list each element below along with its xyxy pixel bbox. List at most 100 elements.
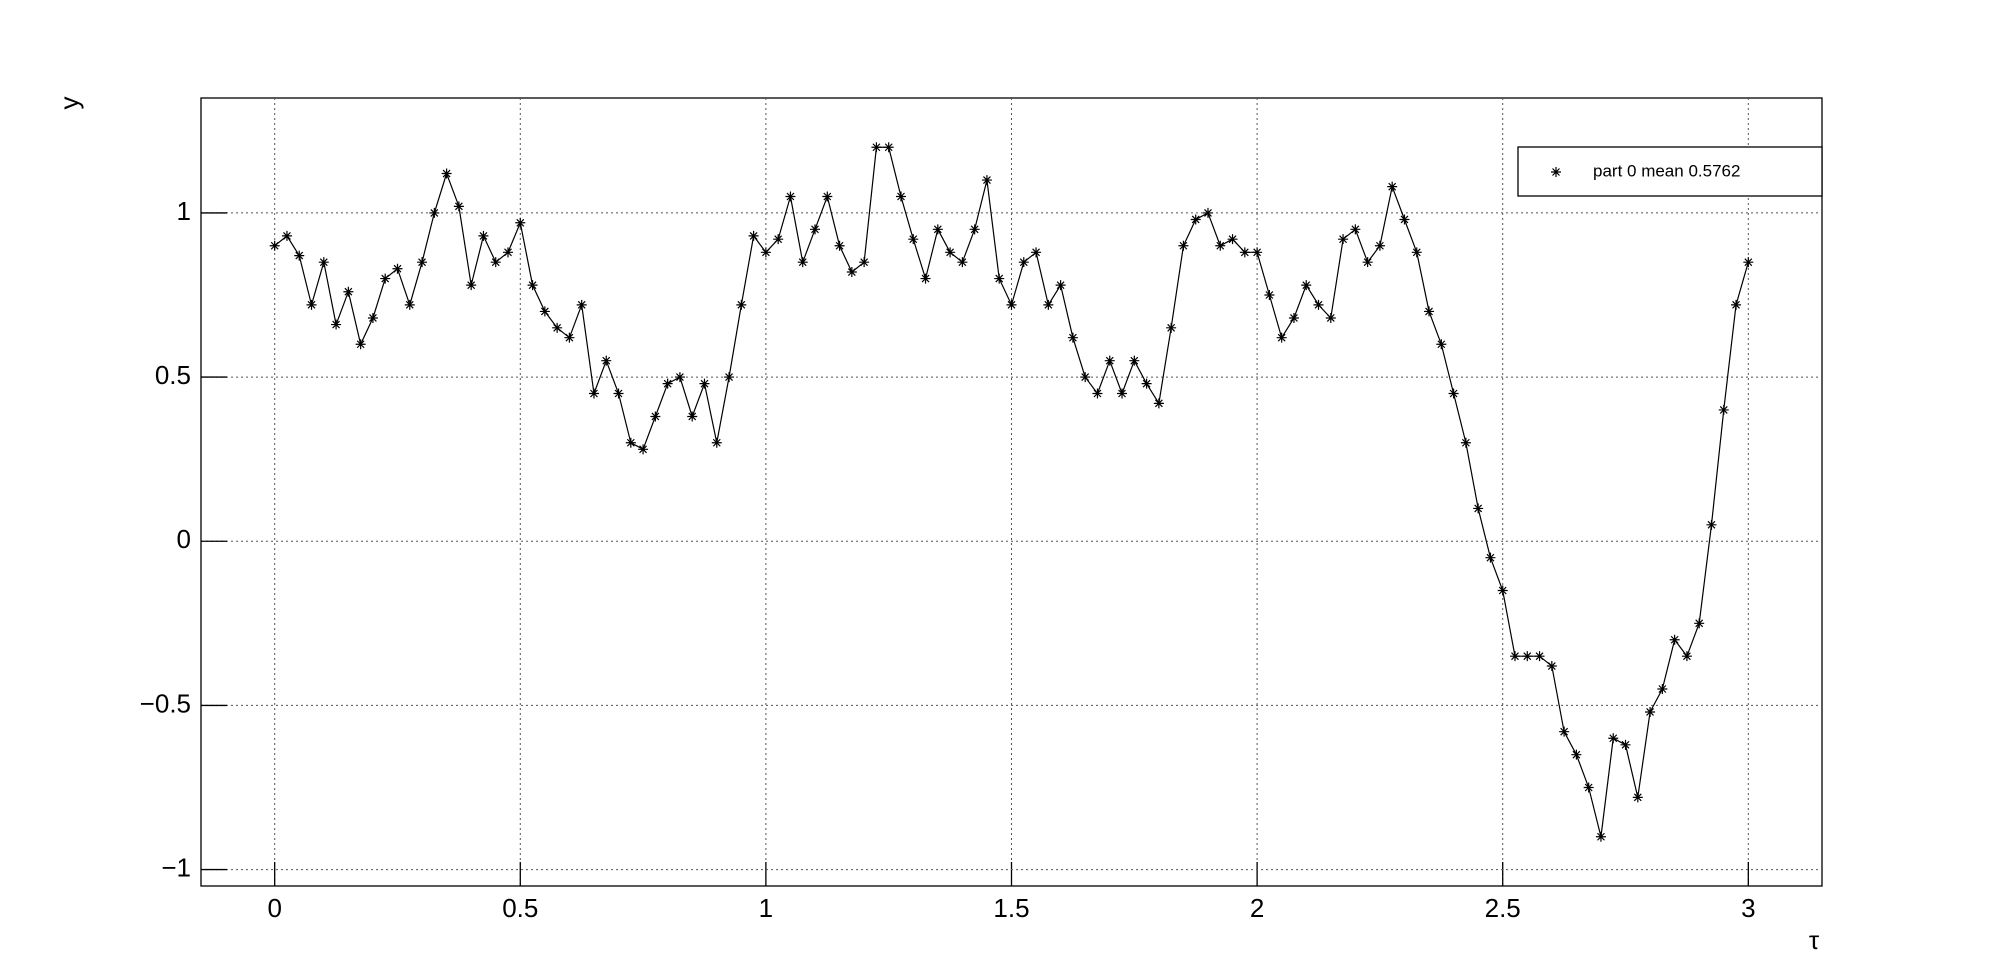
point-marker: [503, 247, 514, 258]
point-marker: [994, 273, 1005, 284]
point-marker: [1743, 257, 1754, 268]
y-tick-label: 1: [177, 196, 191, 226]
point-marker: [662, 378, 673, 389]
x-tick-label: 1: [759, 893, 773, 923]
point-marker: [1178, 240, 1189, 251]
point-marker: [281, 230, 292, 241]
point-marker: [1117, 388, 1128, 399]
point-marker: [1546, 661, 1557, 672]
point-marker: [1473, 503, 1484, 514]
x-tick-label: 1.5: [993, 893, 1029, 923]
point-marker: [1387, 181, 1398, 192]
point-marker: [1288, 312, 1299, 323]
point-marker: [490, 257, 501, 268]
point-marker: [392, 263, 403, 274]
point-marker: [748, 230, 759, 241]
point-marker: [1239, 247, 1250, 258]
point-marker: [1055, 280, 1066, 291]
legend-marker: [1551, 167, 1561, 177]
point-marker: [687, 411, 698, 422]
point-marker: [638, 444, 649, 455]
point-marker: [1276, 332, 1287, 343]
point-marker: [1301, 280, 1312, 291]
point-marker: [404, 299, 415, 310]
y-tick-label: −1: [161, 852, 191, 882]
y-axis-label: y: [54, 97, 84, 110]
point-marker: [1620, 739, 1631, 750]
point-marker: [1129, 355, 1140, 366]
y-tick-label: 0.5: [155, 360, 191, 390]
point-marker: [760, 247, 771, 258]
point-marker: [1522, 651, 1533, 662]
point-marker: [920, 273, 931, 284]
point-marker: [478, 230, 489, 241]
point-marker: [1509, 651, 1520, 662]
point-marker: [699, 378, 710, 389]
point-marker: [453, 201, 464, 212]
point-marker: [367, 312, 378, 323]
point-marker: [601, 355, 612, 366]
point-marker: [441, 168, 452, 179]
x-tick-label: 0: [267, 893, 281, 923]
point-marker: [1411, 247, 1422, 258]
point-marker: [1190, 214, 1201, 225]
point-marker: [1313, 299, 1324, 310]
point-marker: [908, 234, 919, 245]
point-marker: [576, 299, 587, 310]
point-marker: [1657, 684, 1668, 694]
plot-frame: [200, 97, 1823, 887]
point-marker: [269, 240, 280, 251]
x-tick-label: 2: [1250, 893, 1264, 923]
x-axis-label: τ: [1809, 925, 1820, 955]
point-marker: [1559, 726, 1570, 737]
point-marker: [1436, 339, 1447, 350]
point-marker: [1731, 299, 1742, 310]
point-marker: [945, 247, 956, 258]
point-marker: [1595, 831, 1606, 842]
point-marker: [1534, 651, 1545, 662]
point-marker: [1202, 207, 1213, 218]
point-marker: [355, 339, 366, 350]
point-marker: [1350, 224, 1361, 235]
point-marker: [674, 372, 685, 383]
point-marker: [981, 175, 992, 186]
point-marker: [1215, 240, 1226, 251]
point-marker: [539, 306, 550, 317]
point-marker: [1362, 257, 1373, 268]
point-marker: [466, 280, 477, 291]
point-marker: [822, 191, 833, 202]
point-marker: [1092, 388, 1103, 399]
point-marker: [1252, 247, 1263, 258]
point-marker: [932, 224, 943, 235]
point-marker: [1141, 378, 1152, 389]
point-marker: [1031, 247, 1042, 258]
point-marker: [343, 286, 354, 297]
point-marker: [515, 217, 526, 228]
point-marker: [1448, 388, 1459, 399]
point-marker: [773, 234, 784, 245]
point-marker: [1374, 240, 1385, 251]
point-marker: [1325, 312, 1336, 323]
point-marker: [895, 191, 906, 202]
point-marker: [613, 388, 624, 399]
point-marker: [1497, 585, 1508, 596]
point-marker: [1571, 749, 1582, 760]
point-marker: [1608, 733, 1619, 744]
point-marker: [1264, 290, 1275, 300]
x-tick-label: 0.5: [502, 893, 538, 923]
point-marker: [846, 267, 857, 278]
legend-box: [1517, 146, 1823, 197]
y-tick-label: −0.5: [140, 688, 191, 718]
point-marker: [318, 257, 329, 268]
point-marker: [625, 437, 636, 448]
point-marker: [1485, 552, 1496, 563]
point-marker: [1104, 355, 1115, 366]
point-marker: [417, 257, 428, 268]
y-tick-label: 0: [177, 524, 191, 554]
point-marker: [1166, 322, 1177, 333]
point-marker: [1583, 782, 1594, 793]
point-marker: [1153, 398, 1164, 409]
point-marker: [810, 224, 821, 235]
point-marker: [1669, 634, 1680, 645]
point-marker: [1043, 299, 1054, 310]
